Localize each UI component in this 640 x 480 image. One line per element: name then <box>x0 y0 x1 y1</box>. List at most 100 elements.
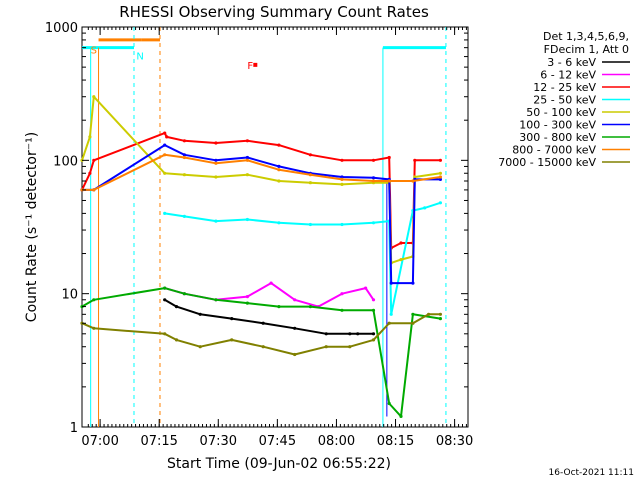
series-line <box>164 298 374 335</box>
data-point <box>387 155 391 160</box>
data-point <box>411 179 415 183</box>
data-point <box>308 153 312 157</box>
data-point <box>214 219 218 223</box>
data-point <box>214 158 218 162</box>
data-point <box>182 155 186 160</box>
data-point <box>348 332 352 336</box>
data-point <box>371 332 376 336</box>
data-point <box>163 298 167 302</box>
x-tick-label: 08:15 <box>377 434 414 449</box>
data-point <box>230 317 234 321</box>
data-point <box>308 305 312 309</box>
data-point <box>411 321 415 325</box>
data-point <box>308 222 312 227</box>
data-point <box>371 338 376 342</box>
data-point <box>308 173 312 177</box>
data-point <box>293 352 297 357</box>
data-point <box>245 155 249 160</box>
data-point <box>92 326 96 330</box>
data-point <box>438 317 442 321</box>
data-point <box>389 281 393 285</box>
data-point <box>438 158 442 162</box>
data-point <box>324 332 328 336</box>
data-point <box>293 298 297 302</box>
flare-marker <box>253 62 258 67</box>
data-point <box>277 143 281 147</box>
data-point <box>277 168 281 172</box>
y-tick-label: 10 <box>61 288 78 303</box>
data-point <box>261 345 265 349</box>
plot-frame <box>81 26 469 428</box>
data-point <box>182 173 186 177</box>
legend-label: 50 - 100 keV <box>526 106 596 119</box>
y-axis-label: Count Rate (s⁻¹ detector⁻¹) <box>24 132 40 322</box>
data-point <box>182 139 186 143</box>
data-point <box>399 258 403 262</box>
data-point <box>163 171 167 175</box>
data-point <box>293 326 297 330</box>
data-point <box>165 135 169 139</box>
data-point <box>411 281 415 285</box>
footer-timestamp: 16-Oct-2021 11:11 <box>549 468 634 478</box>
data-point <box>371 298 376 302</box>
legend-label: 300 - 800 keV <box>519 131 596 144</box>
data-point <box>413 158 417 162</box>
x-tick-label: 07:45 <box>259 434 296 449</box>
data-point <box>340 175 344 179</box>
data-point <box>92 298 96 302</box>
data-point <box>214 141 218 145</box>
data-point <box>92 158 96 162</box>
data-point <box>371 221 376 225</box>
x-tick-label: 08:30 <box>436 434 473 449</box>
series-3 <box>163 201 442 316</box>
data-point <box>438 312 442 316</box>
data-point <box>340 177 344 181</box>
data-point <box>423 206 427 210</box>
data-point <box>163 131 167 135</box>
legend-label: 3 - 6 keV <box>547 56 596 69</box>
data-point <box>371 176 376 180</box>
data-point <box>163 286 167 290</box>
data-point <box>399 241 403 245</box>
legend-label: 25 - 50 keV <box>533 94 596 107</box>
data-point <box>399 414 403 418</box>
data-point <box>340 158 344 162</box>
data-point <box>245 173 249 177</box>
data-point <box>214 161 218 165</box>
x-tick-label: 07:30 <box>200 434 237 449</box>
data-point <box>182 214 186 218</box>
data-point <box>163 143 167 147</box>
series-line <box>81 132 441 249</box>
data-point <box>92 95 96 99</box>
data-point <box>198 312 202 316</box>
data-point <box>324 345 328 349</box>
data-point <box>214 298 218 302</box>
data-point <box>427 312 431 316</box>
annotation-f: F <box>247 61 253 72</box>
legend: Det 1,3,4,5,6,9,FDecim 1, Att 03 - 6 keV… <box>498 30 630 169</box>
legend-header: Det 1,3,4,5,6,9, <box>543 30 629 43</box>
y-axis: 1 10 100 1000 <box>45 21 468 436</box>
series-line <box>81 287 441 418</box>
x-tick-label: 08:00 <box>318 434 355 449</box>
data-point <box>387 321 391 325</box>
data-point <box>245 217 249 222</box>
legend-label: 6 - 12 keV <box>540 69 596 82</box>
data-point <box>163 153 167 157</box>
data-point <box>174 338 179 342</box>
data-point <box>411 312 415 316</box>
data-point <box>387 401 391 406</box>
legend-header: FDecim 1, Att 0 <box>544 43 629 56</box>
data-point <box>438 171 442 175</box>
y-tick-label: 100 <box>53 154 78 169</box>
series-4 <box>80 95 442 265</box>
data-point <box>261 321 265 325</box>
chart-title: RHESSI Observing Summary Count Rates <box>119 3 429 21</box>
data-point <box>438 175 442 179</box>
data-point <box>277 305 281 309</box>
data-point <box>387 179 391 183</box>
data-point <box>371 179 376 183</box>
annotation-s: S <box>91 45 97 56</box>
data-point <box>88 135 92 139</box>
